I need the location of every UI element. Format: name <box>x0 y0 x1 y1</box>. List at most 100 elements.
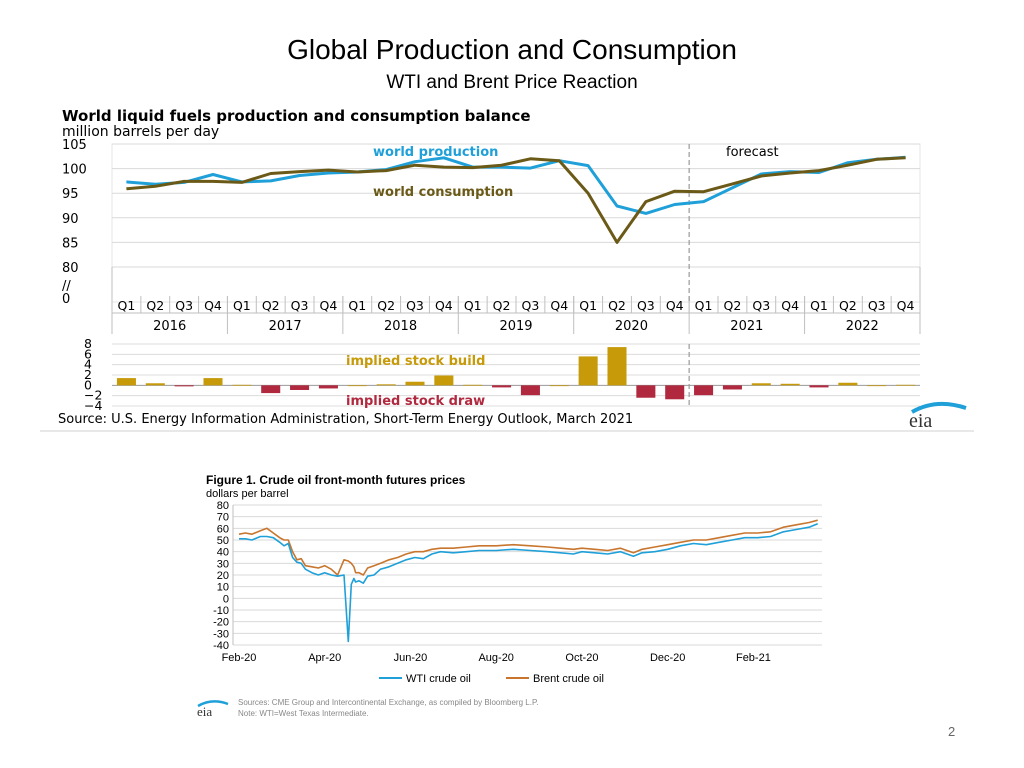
chart1-quarter-label: Q2 <box>146 298 164 313</box>
slide-title: Global Production and Consumption <box>287 34 737 65</box>
chart3-xtick: Apr-20 <box>308 652 341 664</box>
chart1-quarter-label: Q4 <box>897 298 915 313</box>
chart1-quarter-label: Q1 <box>348 298 366 313</box>
chart1-quarter-label: Q2 <box>493 298 511 313</box>
chart1-year-label: 2022 <box>846 319 879 334</box>
stock-change-bar <box>694 385 714 396</box>
consumption-line <box>126 156 906 244</box>
chart2-ytick: 6 <box>84 346 92 361</box>
stock-change-bar <box>809 385 829 388</box>
chart3-ylabel: dollars per barrel <box>206 488 289 500</box>
stock-build-label: implied stock build <box>346 354 485 369</box>
chart3-legend: WTI crude oil Brent crude oil <box>379 673 604 685</box>
stock-change-bar <box>232 384 252 386</box>
chart1-quarter-label: Q4 <box>666 298 684 313</box>
chart1-quarter-label: Q1 <box>810 298 828 313</box>
chart1-quarter-label: Q1 <box>579 298 597 313</box>
chart2-ytick: −2 <box>84 388 102 403</box>
chart3-ytick: 50 <box>217 535 229 547</box>
production-series-label: world production <box>373 145 498 160</box>
stock-change-bar <box>145 383 165 386</box>
chart2-ytick: 8 <box>84 336 92 351</box>
chart1-quarter-label: Q3 <box>291 298 309 313</box>
chart3-ytick: -20 <box>213 617 229 629</box>
chart1-quarter-label: Q4 <box>204 298 222 313</box>
legend-wti-label: WTI crude oil <box>406 673 471 685</box>
chart1-quarter-label: Q3 <box>175 298 193 313</box>
production-consumption-chart: World liquid fuels production and consum… <box>40 107 974 432</box>
stock-change-bar <box>607 347 627 386</box>
chart1-year-label: 2019 <box>499 319 532 334</box>
chart1-quarter-label: Q4 <box>550 298 568 313</box>
chart3-ytick: 70 <box>217 512 229 524</box>
chart1-quarter-label: Q3 <box>868 298 886 313</box>
chart3-sources: Sources: CME Group and Intercontinental … <box>238 698 538 707</box>
wti-line <box>239 522 819 643</box>
stock-change-bar <box>174 385 194 387</box>
chart1-source: Source: U.S. Energy Information Administ… <box>58 412 633 427</box>
page-number: 2 <box>948 724 956 739</box>
legend-brent-label: Brent crude oil <box>533 673 604 685</box>
stock-change-bar <box>290 385 310 390</box>
chart3-ytick: 30 <box>217 558 229 570</box>
chart3-title: Figure 1. Crude oil front-month futures … <box>206 473 466 487</box>
chart3-eia-logo-swoosh <box>197 700 229 708</box>
chart1-quarter-label: Q2 <box>608 298 626 313</box>
chart1-quarter-label: Q1 <box>464 298 482 313</box>
chart1-quarter-label: Q2 <box>839 298 857 313</box>
stock-change-bar <box>261 385 281 394</box>
chart3-ytick: -40 <box>213 640 229 652</box>
stock-change-bar <box>347 385 367 387</box>
chart1-ytick: 100 <box>62 163 87 178</box>
chart1-ytick-zero: 0 <box>62 292 70 307</box>
stock-change-bar <box>751 383 771 386</box>
stock-change-bar <box>549 385 569 387</box>
forecast-label: forecast <box>726 145 779 160</box>
chart1-title: World liquid fuels production and consum… <box>62 107 531 125</box>
chart1-year-label: 2021 <box>730 319 763 334</box>
chart1-ytick: 85 <box>62 236 79 251</box>
chart3-eia-logo-text: eia <box>197 704 212 719</box>
stock-change-bar <box>896 384 916 386</box>
chart3-ytick: 0 <box>223 593 229 605</box>
stock-change-bar <box>665 385 685 400</box>
chart1-quarter-label: Q3 <box>406 298 424 313</box>
production-line <box>126 155 906 215</box>
chart1-quarter-label: Q1 <box>118 298 136 313</box>
chart1-quarter-label: Q4 <box>781 298 799 313</box>
chart1-quarter-label: Q1 <box>695 298 713 313</box>
chart3-xtick: Aug-20 <box>478 652 513 664</box>
eia-logo: eia <box>909 401 967 432</box>
stock-change-bar <box>636 385 656 398</box>
chart1-ytick-break: // <box>62 279 71 294</box>
chart2-ytick: 0 <box>84 377 92 392</box>
chart2-ytick: 4 <box>84 357 92 372</box>
stock-change-bar <box>520 385 540 396</box>
chart1-quarter-label: Q4 <box>320 298 338 313</box>
chart3-ytick: 60 <box>217 523 229 535</box>
chart1-quarter-label: Q1 <box>233 298 251 313</box>
chart1-ylabel: million barrels per day <box>62 124 219 140</box>
chart3-ytick: 20 <box>217 570 229 582</box>
stock-change-bar <box>463 384 483 386</box>
chart3-xtick: Feb-21 <box>736 652 771 664</box>
chart3-ytick: -10 <box>213 605 229 617</box>
chart3-xtick: Jun-20 <box>394 652 428 664</box>
stock-draw-label: implied stock draw <box>346 394 485 409</box>
chart1-quarter-label: Q4 <box>435 298 453 313</box>
chart3-xtick: Dec-20 <box>650 652 685 664</box>
chart1-year-label: 2017 <box>269 319 302 334</box>
chart1-year-label: 2020 <box>615 319 648 334</box>
chart2-ytick: 2 <box>84 367 92 382</box>
stock-change-bar <box>838 382 858 386</box>
slide-subtitle: WTI and Brent Price Reaction <box>386 72 638 93</box>
stock-change-bar <box>780 383 800 386</box>
chart3-xtick: Oct-20 <box>565 652 598 664</box>
chart3-ytick: 10 <box>217 582 229 594</box>
stock-change-bar <box>867 385 887 387</box>
chart3-ytick: 80 <box>217 500 229 512</box>
stock-change-bar <box>376 384 396 386</box>
stock-change-bar <box>318 385 338 389</box>
stock-change-bar <box>405 381 425 386</box>
eia-logo-text: eia <box>909 410 932 432</box>
